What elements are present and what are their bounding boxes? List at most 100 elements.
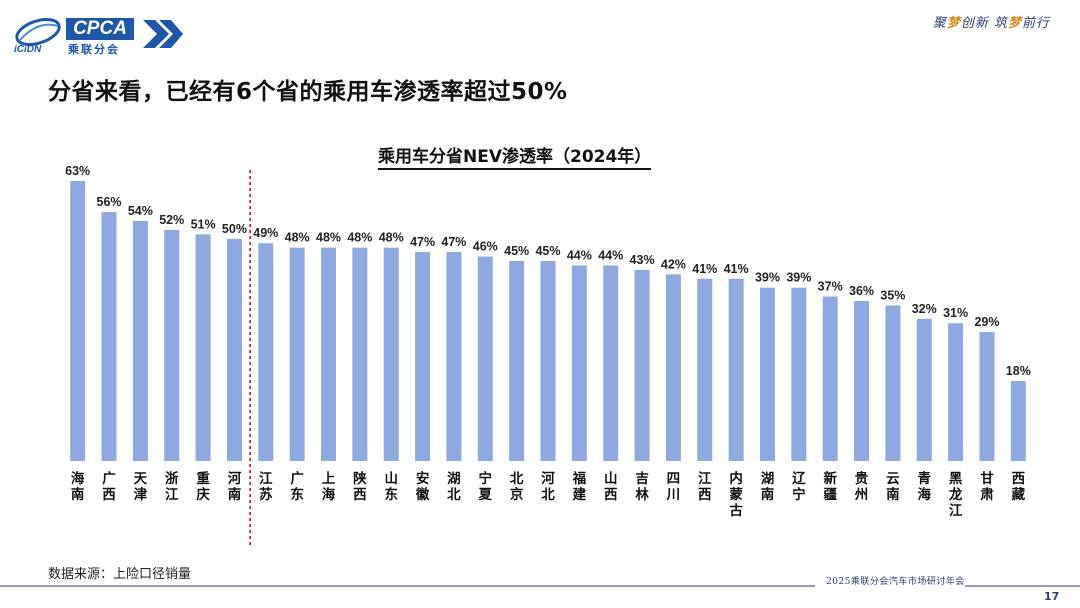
x-tick-char: 古: [729, 502, 743, 519]
chart-title: 乘用车分省NEV渗透率（2024年）: [378, 142, 652, 170]
x-tick-char: 福: [572, 470, 587, 487]
slogan: 聚梦创新 筑梦前行: [933, 12, 1050, 31]
page-number: 17: [1044, 590, 1060, 603]
bar-宁夏: [477, 256, 493, 461]
data-label: 31%: [943, 306, 968, 320]
logo-title: CPCA: [66, 18, 134, 40]
x-tick-char: 州: [854, 487, 869, 503]
x-tick-label: 宁夏: [478, 470, 493, 503]
x-tick-label: 甘肃: [980, 470, 994, 503]
bar-湖北: [446, 252, 462, 461]
data-label: 50%: [222, 222, 247, 236]
x-tick-label: 山东: [384, 471, 398, 503]
x-tick-char: 辽: [792, 471, 806, 487]
data-label: 37%: [818, 280, 843, 294]
logo-emblem-text: iCiDN: [14, 44, 42, 54]
source-note: 数据来源：上险口径销量: [48, 567, 192, 582]
data-label: 36%: [849, 284, 874, 298]
x-tick-label: 吉林: [635, 470, 649, 503]
x-tick-char: 徽: [415, 486, 430, 503]
bar-四川: [665, 274, 681, 461]
bar-广西: [101, 212, 117, 461]
x-tick-label: 上海: [322, 471, 336, 503]
data-label: 32%: [912, 302, 937, 316]
page-title: 分省来看，已经有6个省的乘用车渗透率超过50%: [48, 79, 568, 105]
x-tick-char: 川: [666, 487, 681, 503]
bar-江西: [697, 278, 713, 461]
x-tick-char: 广: [102, 470, 116, 487]
x-tick-char: 湖: [761, 471, 775, 487]
data-label: 35%: [880, 288, 905, 302]
x-tick-char: 北: [447, 487, 461, 503]
x-tick-char: 北: [510, 471, 524, 487]
bar-广东: [289, 247, 305, 461]
x-tick-label: 广西: [102, 470, 116, 503]
x-tick-char: 西: [604, 487, 618, 503]
x-tick-char: 东: [384, 486, 398, 503]
x-tick-char: 河: [541, 470, 555, 487]
x-tick-char: 上: [322, 471, 336, 487]
slogan-part: 前行: [1021, 16, 1050, 31]
x-tick-char: 夏: [478, 487, 493, 503]
slogan-highlight: 梦: [946, 16, 961, 31]
x-tick-char: 甘: [980, 470, 994, 487]
x-tick-char: 江: [259, 470, 273, 487]
logo-subtitle: 乘联分会: [68, 43, 120, 56]
x-tick-label: 湖南: [761, 471, 775, 503]
bar-浙江: [164, 229, 180, 461]
x-tick-char: 江: [949, 502, 963, 519]
x-tick-label: 江西: [698, 470, 712, 503]
x-tick-char: 吉: [635, 470, 649, 487]
x-tick-label: 河南: [228, 470, 242, 503]
bar-新疆: [822, 296, 838, 461]
bar-西藏: [1010, 381, 1026, 461]
x-tick-char: 陕: [353, 470, 367, 487]
x-tick-char: 西: [353, 487, 367, 503]
x-tick-char: 疆: [823, 487, 837, 503]
x-tick-char: 黑: [949, 471, 963, 487]
data-label: 47%: [410, 235, 435, 249]
x-tick-label: 重庆: [196, 470, 210, 503]
x-tick-char: 安: [416, 470, 430, 487]
data-label: 39%: [755, 271, 780, 285]
bar-陕西: [352, 247, 368, 461]
bar-海南: [70, 181, 86, 461]
x-tick-char: 贵: [855, 470, 869, 487]
x-tick-char: 建: [572, 486, 587, 503]
data-label: 48%: [285, 231, 310, 245]
x-tick-char: 藏: [1012, 486, 1026, 503]
bar-辽宁: [791, 287, 807, 461]
data-label: 48%: [379, 231, 404, 245]
x-tick-char: 浙: [165, 470, 179, 487]
x-tick-char: 京: [510, 486, 524, 503]
x-tick-char: 河: [228, 470, 242, 487]
bar-山西: [603, 265, 619, 461]
x-tick-char: 四: [667, 471, 681, 487]
bar-甘肃: [979, 332, 995, 461]
x-tick-label: 青海: [918, 470, 932, 503]
data-label: 45%: [535, 244, 560, 258]
bar-黑龙江: [948, 323, 964, 461]
x-tick-label: 安徽: [415, 470, 430, 503]
data-label: 51%: [191, 217, 216, 231]
data-label: 46%: [473, 240, 498, 254]
slogan-part: 聚: [932, 16, 947, 31]
x-tick-label: 山西: [604, 471, 618, 503]
slogan-highlight: 梦: [1007, 16, 1022, 31]
x-tick-char: 南: [886, 486, 900, 503]
x-tick-char: 山: [604, 471, 618, 487]
x-tick-char: 山: [384, 471, 398, 487]
bar-山东: [383, 247, 399, 461]
bar-江苏: [258, 243, 274, 461]
x-tick-char: 龙: [948, 486, 963, 503]
chevron-right-icon: [143, 20, 183, 48]
x-tick-label: 福建: [572, 470, 587, 503]
cpca-logo: iCiDN CPCA 乘联分会: [12, 14, 183, 56]
bar-福建: [571, 265, 587, 461]
x-tick-label: 内蒙古: [729, 470, 743, 519]
x-tick-label: 云南: [886, 471, 900, 503]
x-tick-char: 西: [102, 487, 116, 503]
x-tick-label: 辽宁: [792, 471, 806, 503]
slogan-part: 创新 筑: [960, 16, 1008, 31]
